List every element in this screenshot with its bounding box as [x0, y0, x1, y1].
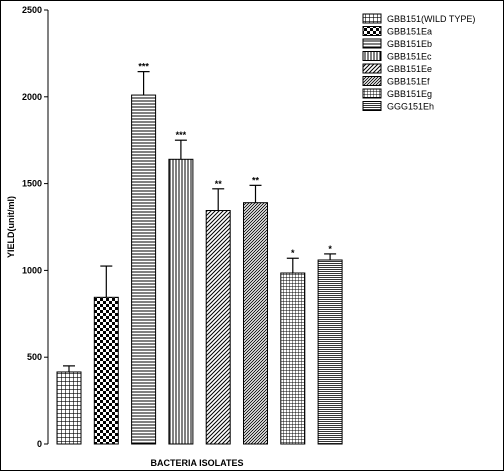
significance-label: ** [252, 175, 260, 185]
legend-swatch [362, 88, 382, 99]
y-ticks: 0 500 1000 1500 2000 2500 [22, 5, 48, 449]
legend-label: GBB151(WILD TYPE) [387, 14, 475, 24]
y-tick-label: 2000 [22, 92, 42, 102]
legend-swatch [362, 51, 382, 61]
error-bars [63, 71, 337, 372]
legend-label: GBB151Ef [387, 77, 430, 87]
bar [93, 296, 119, 445]
y-tick-label: 500 [27, 352, 42, 362]
legend-swatch [362, 76, 382, 86]
y-axis-title: YIELD(unit/ml) [6, 196, 16, 258]
legend-label: GBB151Eb [387, 39, 432, 49]
legend: GBB151(WILD TYPE) GBB151Ea GBB151Eb GBB151E… [362, 13, 475, 112]
bar [131, 94, 157, 445]
significance-labels: ******** *** * [138, 62, 332, 259]
y-tick-label: 0 [37, 439, 42, 449]
bar [243, 202, 268, 445]
legend-label: GBB151Ec [387, 52, 432, 62]
bar [205, 210, 231, 445]
legend-label: GGG151Eh [387, 102, 434, 112]
bars [56, 94, 343, 445]
bar [317, 259, 343, 445]
y-tick-label: 2500 [22, 5, 42, 15]
significance-label: *** [176, 130, 187, 140]
significance-label: *** [138, 62, 149, 72]
legend-swatch [362, 38, 382, 49]
significance-label: * [291, 248, 295, 258]
bar [280, 272, 306, 445]
significance-label: * [328, 244, 332, 254]
bar [168, 158, 194, 445]
legend-label: GBB151Ea [387, 27, 432, 37]
legend-swatch [362, 101, 382, 111]
legend-label: GBB151Ee [387, 64, 432, 74]
significance-label: ** [215, 179, 223, 189]
x-axis-title: BACTERIA ISOLATES [150, 458, 243, 468]
y-tick-label: 1500 [22, 179, 42, 189]
legend-label: GBB151Eg [387, 89, 432, 99]
y-tick-label: 1000 [22, 265, 42, 275]
legend-swatch [362, 13, 382, 24]
legend-swatch [362, 63, 382, 74]
legend-swatch [362, 26, 382, 36]
bar [56, 371, 82, 445]
